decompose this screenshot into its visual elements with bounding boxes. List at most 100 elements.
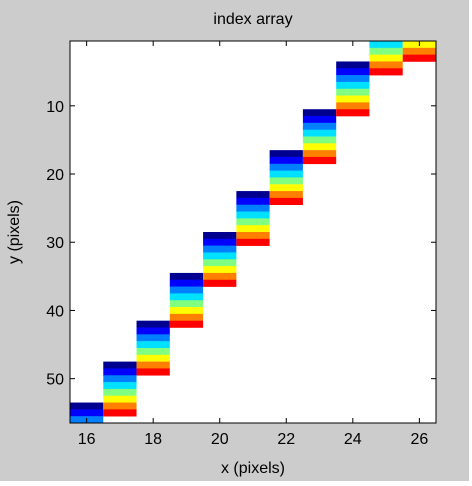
heatmap-cell-x25-y1 <box>369 41 403 49</box>
heatmap-cells <box>70 7 436 457</box>
x-tick-label-24: 24 <box>344 431 362 448</box>
heatmap-cell-x24-y4 <box>336 61 370 69</box>
heatmap-cell-x21-y27 <box>236 218 270 226</box>
heatmap-cell-x18-y44 <box>136 334 170 342</box>
heatmap-cell-x21-y30 <box>236 238 270 246</box>
heatmap-cell-x19-y41 <box>169 313 204 321</box>
heatmap-cell-x17-y53 <box>103 395 137 403</box>
heatmap-cell-x21-y25 <box>236 204 270 212</box>
heatmap-cell-x23-y15 <box>302 136 337 144</box>
heatmap-cell-x22-y18 <box>269 156 303 165</box>
heatmap-cell-x20-y31 <box>203 245 237 253</box>
heatmap-cell-x26-y2 <box>402 47 436 55</box>
heatmap-cell-x19-y37 <box>169 286 204 294</box>
heatmap-cell-x16-y54 <box>70 402 104 410</box>
heatmap-cell-x21-y24 <box>236 197 270 206</box>
heatmap-cell-x18-y43 <box>136 327 170 335</box>
heatmap-cell-x26-y-1 <box>403 27 436 34</box>
heatmap-cell-x23-y13 <box>302 122 337 130</box>
heatmap-cell-x22-y17 <box>269 150 303 158</box>
y-tick-label-20: 20 <box>46 167 64 184</box>
heatmap-cell-x17-y55 <box>103 409 137 417</box>
heatmap-cell-x17-y48 <box>103 361 137 369</box>
heatmap-cell-x23-y16 <box>302 143 337 151</box>
heatmap-cell-x23-y18 <box>302 156 337 165</box>
heatmap-cell-x25-y-2 <box>369 21 402 28</box>
heatmap-cell-x24-y7 <box>336 81 370 90</box>
heatmap-cell-x19-y40 <box>169 307 204 315</box>
heatmap-cell-x17-y51 <box>103 382 137 390</box>
heatmap-cell-x22-y23 <box>269 191 303 199</box>
heatmap-cell-x19-y36 <box>169 279 204 287</box>
x-axis-label: x (pixels) <box>221 460 285 477</box>
heatmap-cell-x23-y17 <box>302 150 337 158</box>
x-tick-label-18: 18 <box>144 431 162 448</box>
heatmap-cell-x24-y6 <box>336 75 370 83</box>
heatmap-cell-x26-y3 <box>402 54 436 62</box>
y-axis-label: y (pixels) <box>6 200 23 264</box>
y-axis-ticks: 10 20 30 40 50 <box>46 99 436 389</box>
heatmap-cell-x20-y35 <box>203 272 237 281</box>
heatmap-cell-x26-y-3 <box>403 14 436 21</box>
heatmap-cell-x25-y2 <box>369 47 403 55</box>
heatmap-cell-x24-y11 <box>336 109 370 117</box>
x-tick-label-26: 26 <box>410 431 428 448</box>
heatmap-cell-x18-y42 <box>136 320 170 328</box>
heatmap-cell-x19-y42 <box>169 320 204 328</box>
heatmap-cell-x22-y21 <box>269 177 303 185</box>
heatmap-cell-x22-y19 <box>269 163 303 171</box>
heatmap-cell-x20-y34 <box>203 266 237 274</box>
heatmap-cell-x19-y38 <box>169 293 204 301</box>
heatmap-cell-x18-y46 <box>136 347 170 356</box>
y-tick-label-50: 50 <box>46 372 64 389</box>
heatmap-cell-x23-y14 <box>302 129 337 137</box>
heatmap-cell-x21-y23 <box>236 191 270 199</box>
y-tick-label-10: 10 <box>46 99 64 116</box>
heatmap-cell-x22-y20 <box>269 170 303 178</box>
heatmap-cell-x25-y-1 <box>369 27 402 34</box>
heatmap-cell-x21-y28 <box>236 225 270 233</box>
y-tick-label-30: 30 <box>46 235 64 252</box>
x-tick-label-16: 16 <box>78 431 96 448</box>
heatmap-cell-x20-y30 <box>203 238 237 246</box>
heatmap-cell-x20-y36 <box>203 279 237 287</box>
heatmap-cell-x17-y52 <box>103 388 137 397</box>
heatmap-cell-x23-y11 <box>302 109 337 117</box>
heatmap-cell-x16-y57 <box>70 423 103 430</box>
heatmap-cell-x25-y0 <box>369 41 403 42</box>
x-tick-label-22: 22 <box>277 431 295 448</box>
heatmap-cell-x20-y29 <box>203 232 237 240</box>
heatmap-cell-x16-y55 <box>70 409 104 417</box>
heatmap-cell-x17-y49 <box>103 368 137 376</box>
heatmap-cell-x25-y3 <box>369 54 403 62</box>
heatmap-cell-x20-y32 <box>203 252 237 260</box>
heatmap-cell-x25-y5 <box>369 68 403 76</box>
heatmap-cell-x26-y-4 <box>403 7 436 14</box>
heatmap-cell-x24-y8 <box>336 88 370 96</box>
heatmap-cell-x18-y47 <box>136 354 170 362</box>
heatmap-cell-x24-y5 <box>336 68 370 76</box>
x-tick-label-20: 20 <box>211 431 229 448</box>
y-tick-label-40: 40 <box>46 303 64 320</box>
heatmap-cell-x22-y22 <box>269 184 303 192</box>
heatmap-cell-x17-y54 <box>103 402 137 410</box>
plot-frame <box>69 40 437 424</box>
heatmap-cell-x21-y26 <box>236 211 270 219</box>
heatmap-cell-x19-y35 <box>169 272 204 281</box>
heatmap-cell-x16-y61 <box>70 450 103 457</box>
chart-title: index array <box>213 11 292 28</box>
heatmap-cell-x26-y-2 <box>403 21 436 28</box>
heatmap-cell-x18-y48 <box>136 361 170 369</box>
heatmap-cell-x25-y4 <box>369 61 403 69</box>
heatmap-cell-x21-y29 <box>236 232 270 240</box>
heatmap-cell-x18-y45 <box>136 341 170 349</box>
heatmap-cell-x19-y39 <box>169 300 204 308</box>
heatmap-cell-x24-y10 <box>336 102 370 110</box>
heatmap-cell-x17-y50 <box>103 375 137 383</box>
heatmap-cell-x23-y12 <box>302 116 337 124</box>
heatmap-cell-x22-y24 <box>269 197 303 206</box>
heatmap-cell-x20-y33 <box>203 259 237 267</box>
heatmap-cell-x26-y0 <box>402 41 436 42</box>
